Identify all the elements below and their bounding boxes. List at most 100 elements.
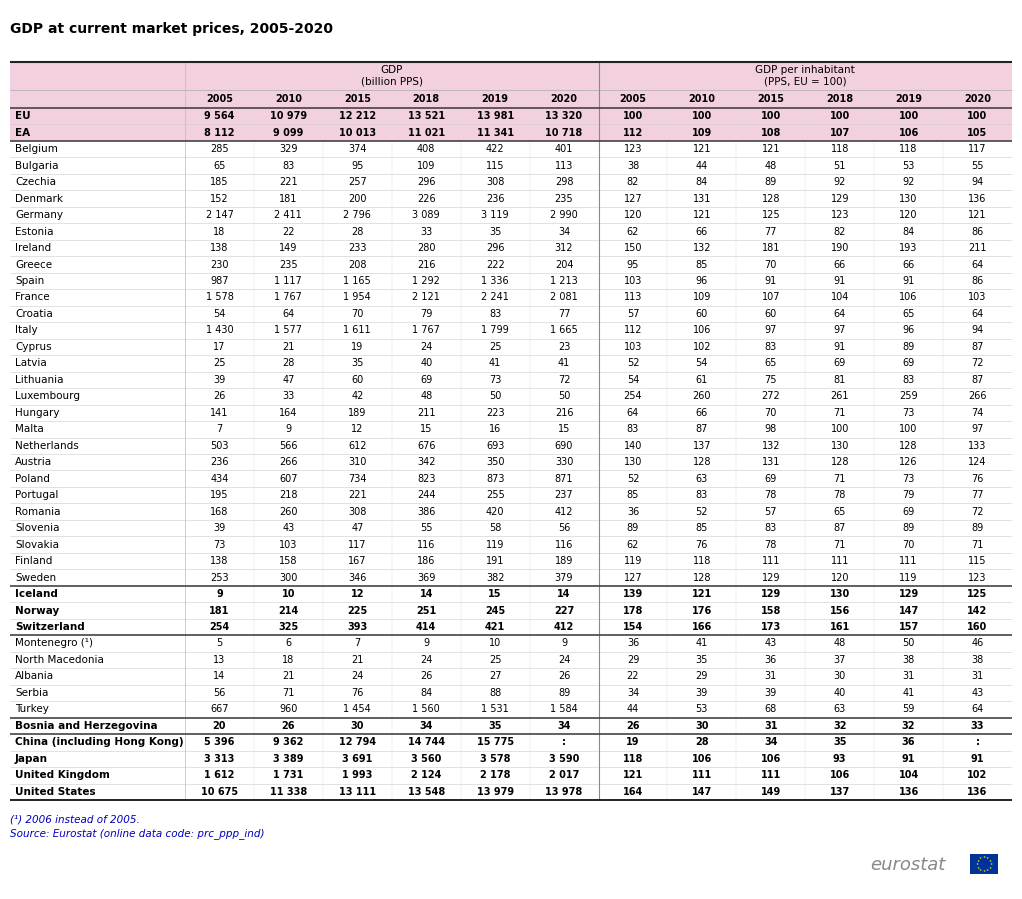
Text: 118: 118 xyxy=(693,556,711,566)
Text: 106: 106 xyxy=(693,325,711,335)
Text: 32: 32 xyxy=(901,721,916,731)
Text: 16: 16 xyxy=(489,424,501,434)
Text: 82: 82 xyxy=(626,177,639,187)
Text: 43: 43 xyxy=(764,638,777,648)
Text: 157: 157 xyxy=(898,622,919,632)
Text: 127: 127 xyxy=(623,573,642,583)
Text: 89: 89 xyxy=(902,523,915,533)
Text: 71: 71 xyxy=(834,408,846,418)
Text: 100: 100 xyxy=(968,111,987,121)
Text: 26: 26 xyxy=(420,672,432,681)
Text: 64: 64 xyxy=(972,309,983,319)
Text: 34: 34 xyxy=(557,721,571,731)
Text: 65: 65 xyxy=(214,161,226,171)
Bar xyxy=(10,405,1012,421)
Text: 19: 19 xyxy=(352,342,364,352)
Bar xyxy=(10,371,1012,388)
Bar xyxy=(10,339,1012,355)
Text: 83: 83 xyxy=(626,424,639,434)
Text: 97: 97 xyxy=(764,325,777,335)
Text: 118: 118 xyxy=(831,144,849,155)
Text: Bulgaria: Bulgaria xyxy=(15,161,58,171)
Text: 9: 9 xyxy=(216,589,223,599)
Text: 2019: 2019 xyxy=(481,94,509,104)
Text: 81: 81 xyxy=(834,375,846,385)
Text: 22: 22 xyxy=(282,227,294,236)
Text: 141: 141 xyxy=(211,408,229,418)
Text: 54: 54 xyxy=(696,359,708,369)
Text: 1 336: 1 336 xyxy=(481,276,509,286)
Text: 300: 300 xyxy=(279,573,297,583)
Text: 13 981: 13 981 xyxy=(476,111,514,121)
Text: 2 017: 2 017 xyxy=(549,770,579,780)
Text: 132: 132 xyxy=(761,441,780,450)
Text: 30: 30 xyxy=(834,672,846,681)
Text: North Macedonia: North Macedonia xyxy=(15,655,104,665)
Text: 119: 119 xyxy=(899,573,918,583)
Text: 161: 161 xyxy=(830,622,850,632)
Text: ★: ★ xyxy=(988,866,991,869)
Text: 97: 97 xyxy=(834,325,846,335)
Text: 178: 178 xyxy=(622,606,643,616)
Text: 3 578: 3 578 xyxy=(480,753,510,764)
Text: 3 089: 3 089 xyxy=(413,210,440,220)
Text: ★: ★ xyxy=(982,855,985,859)
Text: 3 560: 3 560 xyxy=(411,753,442,764)
Text: 93: 93 xyxy=(833,753,846,764)
Text: GDP at current market prices, 2005-2020: GDP at current market prices, 2005-2020 xyxy=(10,22,333,36)
Text: 128: 128 xyxy=(693,573,711,583)
Text: 960: 960 xyxy=(279,705,297,715)
Text: 96: 96 xyxy=(696,276,708,286)
Text: Norway: Norway xyxy=(15,606,59,616)
Text: Spain: Spain xyxy=(15,276,44,286)
Bar xyxy=(10,256,1012,272)
Text: 94: 94 xyxy=(972,177,983,187)
Text: 54: 54 xyxy=(214,309,226,319)
Text: 310: 310 xyxy=(349,458,367,467)
Text: 59: 59 xyxy=(902,705,915,715)
Text: 34: 34 xyxy=(558,227,570,236)
Text: 9: 9 xyxy=(561,638,567,648)
Text: 76: 76 xyxy=(696,539,708,549)
Text: 255: 255 xyxy=(485,490,505,500)
Text: 112: 112 xyxy=(623,325,642,335)
Text: 92: 92 xyxy=(902,177,915,187)
Text: 97: 97 xyxy=(971,424,984,434)
Text: 2019: 2019 xyxy=(895,94,922,104)
Text: 14: 14 xyxy=(557,589,571,599)
Text: Poland: Poland xyxy=(15,474,50,484)
Text: 89: 89 xyxy=(972,523,983,533)
Text: Cyprus: Cyprus xyxy=(15,342,52,352)
Text: 308: 308 xyxy=(349,507,367,517)
Text: 103: 103 xyxy=(623,276,642,286)
Text: 84: 84 xyxy=(420,688,432,698)
Text: 40: 40 xyxy=(834,688,846,698)
Text: 71: 71 xyxy=(834,474,846,484)
Bar xyxy=(10,470,1012,487)
Text: 33: 33 xyxy=(282,391,294,401)
Text: 987: 987 xyxy=(211,276,229,286)
Bar xyxy=(10,734,1012,751)
Text: Source: Eurostat (online data code: prc_ppp_ind): Source: Eurostat (online data code: prc_… xyxy=(10,828,265,839)
Text: 71: 71 xyxy=(282,688,294,698)
Text: 68: 68 xyxy=(764,705,777,715)
Text: 1 454: 1 454 xyxy=(343,705,371,715)
Text: 216: 216 xyxy=(417,260,435,270)
Text: 26: 26 xyxy=(282,721,295,731)
Text: 1 430: 1 430 xyxy=(205,325,233,335)
Text: 227: 227 xyxy=(554,606,574,616)
Text: 191: 191 xyxy=(485,556,504,566)
Text: 1 117: 1 117 xyxy=(275,276,303,286)
Bar xyxy=(10,487,1012,503)
Text: 115: 115 xyxy=(968,556,987,566)
Text: 111: 111 xyxy=(692,770,712,780)
Text: 607: 607 xyxy=(279,474,297,484)
Text: 92: 92 xyxy=(834,177,846,187)
Text: 690: 690 xyxy=(555,441,573,450)
Text: 71: 71 xyxy=(834,539,846,549)
Text: 10 675: 10 675 xyxy=(201,787,238,797)
Text: 121: 121 xyxy=(693,210,711,220)
Bar xyxy=(10,223,1012,240)
Text: 393: 393 xyxy=(347,622,368,632)
Text: 100: 100 xyxy=(898,111,919,121)
